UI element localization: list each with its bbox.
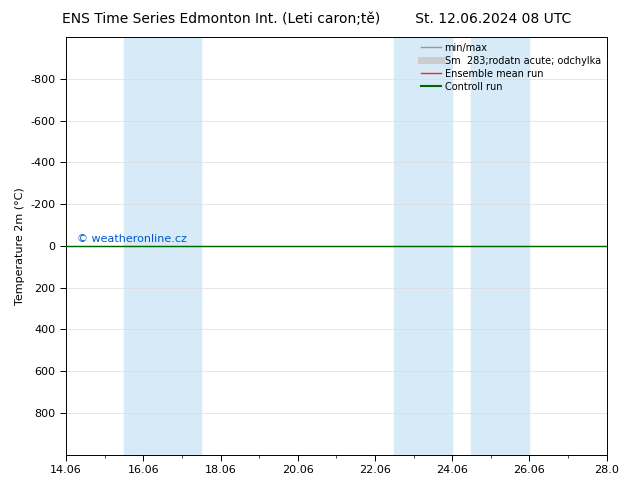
Bar <box>124 37 201 455</box>
Bar <box>472 37 529 455</box>
Y-axis label: Temperature 2m (°C): Temperature 2m (°C) <box>15 187 25 305</box>
Text: © weatheronline.cz: © weatheronline.cz <box>77 234 187 244</box>
Text: ENS Time Series Edmonton Int. (Leti caron;tě)        St. 12.06.2024 08 UTC: ENS Time Series Edmonton Int. (Leti caro… <box>62 12 572 26</box>
Legend: min/max, Sm  283;rodatn acute; odchylka, Ensemble mean run, Controll run: min/max, Sm 283;rodatn acute; odchylka, … <box>417 39 605 96</box>
Bar <box>394 37 452 455</box>
